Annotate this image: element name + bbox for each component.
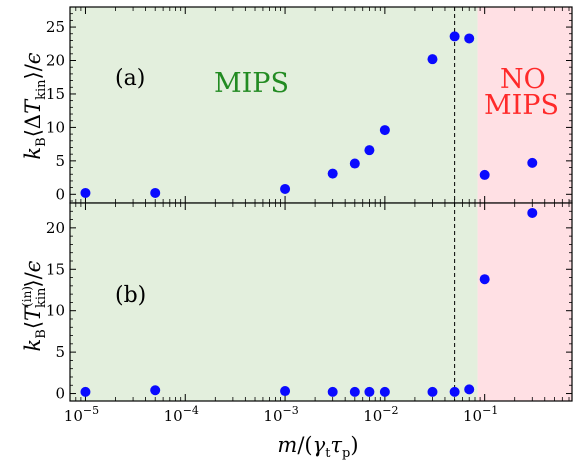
x-tick-label: 10−2 bbox=[363, 404, 398, 425]
data-point bbox=[379, 125, 390, 136]
y-tick-label: 10 bbox=[46, 118, 65, 136]
data-point bbox=[150, 385, 161, 396]
panel-label-b: (b) bbox=[115, 283, 146, 308]
y-ticks-a: 0 5 10 15 20 25 bbox=[46, 6, 572, 203]
data-points-a bbox=[80, 31, 538, 198]
y-tick-label: 20 bbox=[46, 219, 65, 237]
data-point bbox=[280, 183, 291, 194]
data-point bbox=[80, 187, 91, 198]
y-tick-label: 20 bbox=[46, 52, 65, 70]
data-point bbox=[327, 386, 338, 397]
axes-frame-b bbox=[69, 202, 573, 402]
data-point bbox=[327, 168, 338, 179]
data-point bbox=[479, 274, 490, 285]
data-point bbox=[364, 386, 375, 397]
data-point bbox=[427, 386, 438, 397]
data-point bbox=[449, 31, 460, 42]
data-points-b bbox=[80, 207, 538, 397]
region-label-no: NO bbox=[500, 64, 546, 95]
data-point bbox=[150, 187, 161, 198]
region-label-mips: MIPS bbox=[214, 68, 289, 99]
panel-b: 0 5 10 15 20 (b) bbox=[46, 202, 573, 403]
data-point bbox=[364, 145, 375, 156]
data-point bbox=[464, 33, 475, 44]
y-tick-label: 15 bbox=[46, 85, 65, 103]
panel-label-a: (a) bbox=[115, 66, 145, 91]
no-mips-region-b bbox=[477, 203, 572, 401]
data-point bbox=[349, 386, 360, 397]
mips-region-a bbox=[70, 7, 478, 203]
x-tick-label: 10−1 bbox=[463, 404, 498, 425]
x-tick-label: 10−3 bbox=[263, 404, 298, 425]
mips-region-b bbox=[70, 203, 478, 401]
data-point bbox=[80, 386, 91, 397]
x-tick-labels: 10−5 10−4 10−3 10−2 10−1 bbox=[64, 404, 499, 425]
y-ticks-b: 0 5 10 15 20 bbox=[46, 202, 572, 403]
y-tick-label: 0 bbox=[55, 185, 65, 203]
data-point bbox=[427, 54, 438, 65]
data-point bbox=[479, 169, 490, 180]
y-tick-label: 5 bbox=[55, 152, 65, 170]
y-tick-label: 0 bbox=[55, 385, 65, 403]
data-point bbox=[527, 207, 538, 218]
data-point bbox=[379, 386, 390, 397]
data-point bbox=[449, 386, 460, 397]
data-point bbox=[464, 384, 475, 395]
x-axis-label: m/(γtτp) bbox=[277, 433, 358, 461]
x-tick-label: 10−4 bbox=[164, 404, 199, 425]
y-tick-label: 25 bbox=[46, 18, 65, 36]
data-point bbox=[280, 386, 291, 397]
panel-a: 0 5 10 15 20 25 (a) MIPS NO MIPS bbox=[46, 6, 573, 204]
y-tick-label: 15 bbox=[46, 260, 65, 278]
y-tick-label: 10 bbox=[46, 302, 65, 320]
no-mips-region-a bbox=[477, 7, 572, 203]
y-axis-label-a: kB⟨ΔTkin⟩/ϵ bbox=[21, 52, 49, 159]
x-tick-label: 10−5 bbox=[64, 404, 99, 425]
region-label-mips-2: MIPS bbox=[484, 90, 559, 121]
data-point bbox=[527, 157, 538, 168]
data-point bbox=[349, 158, 360, 169]
y-axis-label-b: kB⟨T(in)kin⟩/ϵ bbox=[20, 260, 49, 351]
x-ticks-a bbox=[69, 7, 570, 203]
y-tick-label: 5 bbox=[55, 343, 65, 361]
